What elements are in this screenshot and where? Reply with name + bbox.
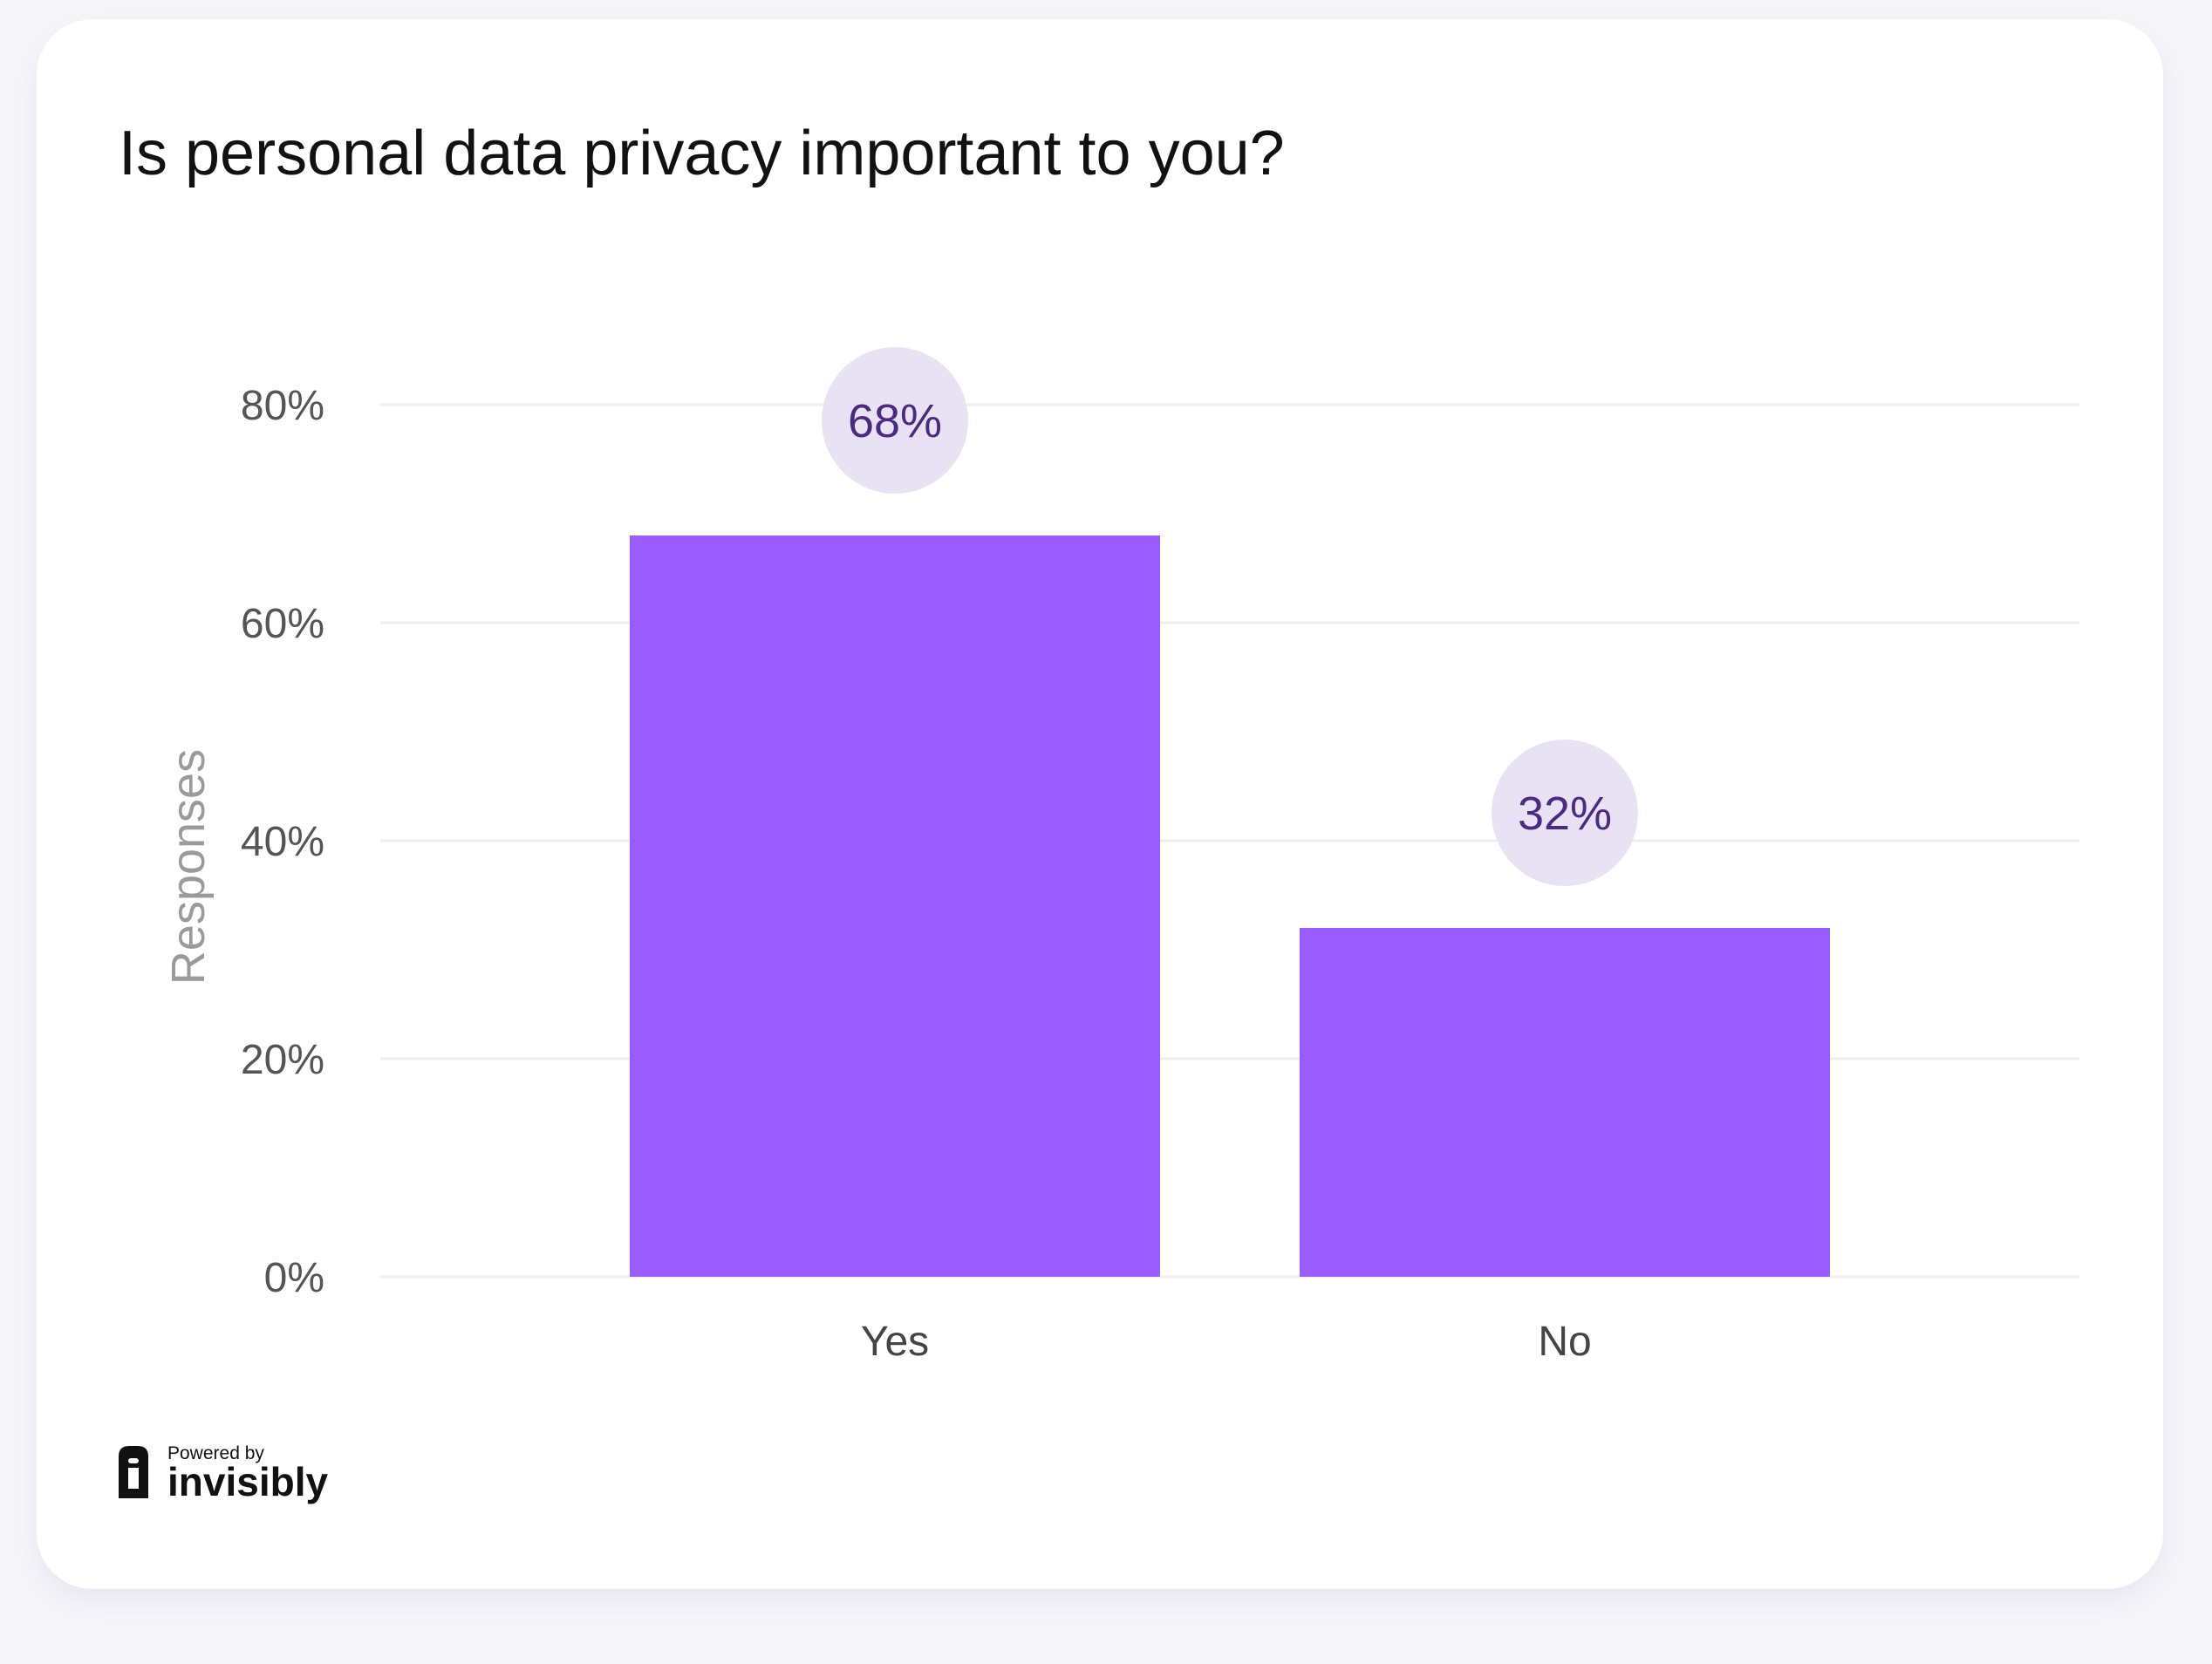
x-axis-ticks: Yes No xyxy=(861,1319,1592,1365)
y-tick-label: 20% xyxy=(241,1037,324,1083)
invisibly-logo-icon xyxy=(119,1446,148,1498)
bar-no xyxy=(1300,928,1830,1277)
y-tick-label: 80% xyxy=(241,383,324,429)
chart-card: Is personal data privacy important to yo… xyxy=(37,19,2163,1589)
bars xyxy=(630,535,1830,1277)
data-labels: 68% 32% xyxy=(822,347,1638,886)
data-label-no: 32% xyxy=(1518,788,1612,840)
y-tick-label: 40% xyxy=(241,819,324,865)
y-tick-label: 0% xyxy=(264,1255,324,1301)
data-label-yes: 68% xyxy=(848,395,942,447)
data-label-bubble xyxy=(1492,740,1638,886)
chart-title: Is personal data privacy important to yo… xyxy=(119,119,1285,188)
y-axis-title: Responses xyxy=(162,749,215,985)
bar-yes xyxy=(630,535,1160,1277)
powered-by-branding[interactable]: Powered by invisibly xyxy=(119,1443,328,1504)
y-tick-label: 60% xyxy=(241,601,324,647)
x-tick-label-yes: Yes xyxy=(861,1319,929,1365)
brand-name: invisibly xyxy=(167,1459,328,1504)
powered-by-label: Powered by xyxy=(167,1443,264,1463)
y-axis-ticks: 0% 20% 40% 60% 80% xyxy=(241,383,324,1301)
data-label-bubble xyxy=(822,347,968,494)
bar-chart: Is personal data privacy important to yo… xyxy=(119,119,2079,1504)
x-tick-label-no: No xyxy=(1538,1319,1591,1365)
